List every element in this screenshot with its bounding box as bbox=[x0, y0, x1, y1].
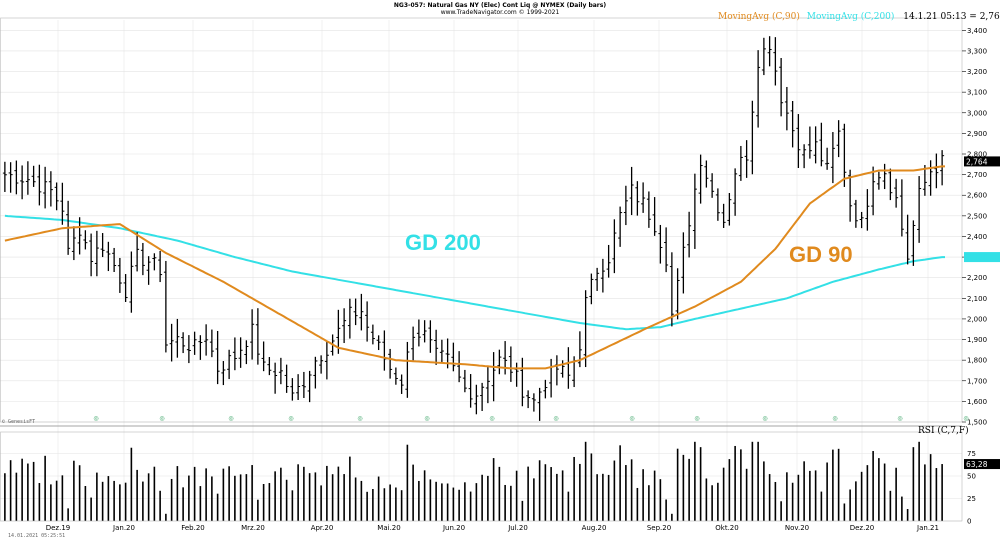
gd90-annotation: GD 90 bbox=[789, 242, 853, 267]
y-tick-label: 3,300 bbox=[967, 47, 987, 55]
axes: 1,500 1,600 1,700 1,800 1,900 2,000 2,100 2,200… bbox=[0, 17, 1000, 532]
gd200-annotation: GD 200 bbox=[405, 230, 481, 255]
ma200-badge bbox=[964, 252, 1000, 263]
month-marker: ◎ bbox=[629, 415, 634, 422]
rsi-tick-label: 50 bbox=[967, 473, 976, 481]
y-tick-label: 2,900 bbox=[967, 130, 987, 138]
ma200-line bbox=[4, 214, 945, 331]
month-marker: ◎ bbox=[159, 415, 164, 422]
x-tick-label: Aug.20 bbox=[582, 524, 607, 532]
month-marker: ◎ bbox=[357, 415, 362, 422]
y-tick-label: 3,100 bbox=[967, 89, 987, 97]
rsi-panel bbox=[4, 441, 943, 521]
y-tick-label: 1,700 bbox=[967, 377, 987, 385]
y-tick-label: 1,900 bbox=[967, 336, 987, 344]
y-tick-label: 2,100 bbox=[967, 295, 987, 303]
month-marker: ◎ bbox=[228, 415, 233, 422]
month-marker: ◎ bbox=[93, 415, 98, 422]
y-tick-label: 2,600 bbox=[967, 192, 987, 200]
ma200-badge-text: 2,300 bbox=[966, 253, 988, 262]
genesis-credit: © GenesisFT bbox=[2, 419, 36, 425]
x-tick-label: Mai.20 bbox=[377, 524, 400, 532]
legend-quote: 14.1.21 05:13 = 2,764 (+0,037) bbox=[903, 12, 1000, 22]
y-tick-label: 1,800 bbox=[967, 357, 987, 365]
x-tick-label: Jan.20 bbox=[112, 524, 135, 532]
y-tick-label: 2,700 bbox=[967, 171, 987, 179]
x-tick-label: Nov.20 bbox=[785, 524, 809, 532]
y-tick-label: 3,000 bbox=[967, 109, 987, 117]
month-marker: ◎ bbox=[897, 415, 902, 422]
grid-lines bbox=[0, 20, 962, 522]
rsi-label: RSI (C,7,F) bbox=[918, 426, 969, 436]
x-tick-label: Jan.21 bbox=[916, 524, 939, 532]
rsi-value-badge bbox=[964, 459, 1000, 470]
y-tick-label: 1,500 bbox=[967, 419, 987, 427]
x-tick-label: Okt.20 bbox=[715, 524, 738, 532]
last-price-badge-text: 2,764 bbox=[966, 157, 988, 166]
month-marker: ◎ bbox=[553, 415, 558, 422]
rsi-tick-label: 25 bbox=[967, 495, 976, 503]
y-tick-label: 2,400 bbox=[967, 233, 987, 241]
chart-title: NG3-057: Natural Gas NY (Elec) Cont Liq … bbox=[393, 2, 607, 9]
month-marker: ◎ bbox=[832, 415, 837, 422]
y-tick-label: 3,400 bbox=[967, 27, 987, 35]
month-marker: ◎ bbox=[963, 415, 968, 422]
x-tick-label: Feb.20 bbox=[181, 524, 205, 532]
y-tick-label: 1,600 bbox=[967, 398, 987, 406]
y-tick-label: 2,000 bbox=[967, 315, 987, 323]
month-marker: ◎ bbox=[424, 415, 429, 422]
rsi-frame bbox=[0, 431, 963, 522]
x-tick-label: Jul.20 bbox=[507, 524, 528, 532]
y-tick-label: 2,500 bbox=[967, 212, 987, 220]
y-tick-label: 2,800 bbox=[967, 151, 987, 159]
timestamp: 14.01.2021 05:25:51 bbox=[8, 533, 66, 539]
last-price-badge bbox=[964, 156, 1000, 167]
x-tick-label: Mrz.20 bbox=[241, 524, 265, 532]
month-marker: ◎ bbox=[762, 415, 767, 422]
ma-line-ma200 bbox=[4, 214, 945, 331]
rsi-value-text: 63,28 bbox=[966, 460, 988, 469]
x-tick-label: Sep.20 bbox=[647, 524, 671, 532]
ma90-line bbox=[4, 165, 945, 370]
x-tick-label: Dez.19 bbox=[46, 524, 71, 532]
month-marker: ◎ bbox=[489, 415, 494, 422]
y-tick-label: 3,200 bbox=[967, 68, 987, 76]
rsi-tick-label: 0 bbox=[967, 518, 971, 526]
y-tick-label: 2,200 bbox=[967, 274, 987, 282]
month-marker: ◎ bbox=[694, 415, 699, 422]
month-marker: ◎ bbox=[288, 415, 293, 422]
ma-line-ma90 bbox=[4, 165, 945, 370]
price-frame bbox=[0, 17, 963, 423]
ohlc-bars bbox=[2, 36, 945, 421]
legend: MovingAvg (C,90) MovingAvg (C,200) 14.1.… bbox=[718, 12, 1000, 22]
legend-ma90: MovingAvg (C,90) bbox=[718, 12, 800, 22]
x-tick-label: Apr.20 bbox=[311, 524, 334, 532]
rsi-tick-label: 75 bbox=[967, 450, 976, 458]
legend-ma200: MovingAvg (C,200) bbox=[806, 12, 895, 22]
chart-copyright: www.TradeNavigator.com © 1999-2021 bbox=[440, 9, 560, 16]
x-tick-label: Jun.20 bbox=[442, 524, 465, 532]
x-tick-label: Dez.20 bbox=[850, 524, 875, 532]
